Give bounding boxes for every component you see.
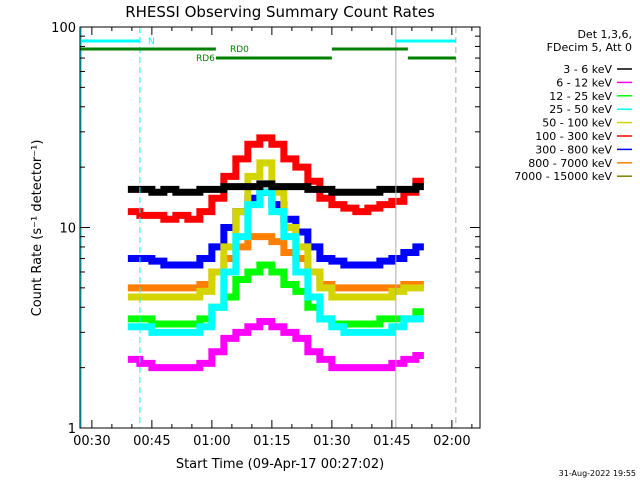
legend-label: 7000 - 15000 keV [514, 170, 612, 183]
series-line-5 [127, 134, 424, 223]
state-bar-label-rd0: RD0 [230, 45, 249, 55]
legend-label: 25 - 50 keV [549, 103, 612, 116]
y-axis-label: Count Rate (s⁻¹ detector⁻¹) [30, 140, 45, 317]
state-bar-label-n: N [148, 37, 155, 47]
x-tick-label: 01:45 [373, 434, 410, 449]
series-line-3 [127, 188, 424, 336]
legend-label: 300 - 800 keV [535, 143, 612, 156]
legend-label: 12 - 25 keV [549, 90, 612, 103]
series-line-7 [127, 233, 424, 292]
legend-label: 100 - 300 keV [535, 130, 612, 143]
series-line-0 [127, 180, 424, 196]
x-tick-label: 00:45 [133, 434, 170, 449]
x-tick-label: 01:00 [193, 434, 230, 449]
chart-title: RHESSI Observing Summary Count Rates [125, 3, 435, 21]
x-axis-label: Start Time (09-Apr-17 00:27:02) [176, 457, 384, 472]
legend-header-1: Det 1,3,6, [577, 28, 632, 41]
y-tick-label: 10 [59, 222, 76, 237]
legend-label: 50 - 100 keV [542, 117, 612, 130]
x-tick-label: 01:30 [313, 434, 350, 449]
axes: 00:30 00:45 01:00 01:15 01:30 01:45 02:00 1 10 10… [51, 21, 481, 449]
x-tick-label: 00:30 [73, 434, 110, 449]
legend-label: 3 - 6 keV [563, 63, 612, 76]
y-tick-label: 1 [68, 422, 76, 437]
x-tick-label: 01:15 [253, 434, 290, 449]
legend-header-2: FDecim 5, Att 0 [547, 41, 632, 54]
legend-label: 800 - 7000 keV [528, 157, 612, 170]
y-tick-label: 100 [51, 21, 76, 36]
series-line-2 [127, 261, 424, 328]
series-line-1 [127, 317, 424, 372]
x-tick-label: 02:00 [433, 434, 470, 449]
footer-timestamp: 31-Aug-2022 19:55 [559, 469, 636, 478]
legend-label: 6 - 12 keV [556, 76, 612, 89]
plot-area: N RD0 RD6 [79, 27, 457, 428]
series-line-4 [127, 159, 424, 301]
state-bar-label-rd6: RD6 [196, 54, 215, 64]
